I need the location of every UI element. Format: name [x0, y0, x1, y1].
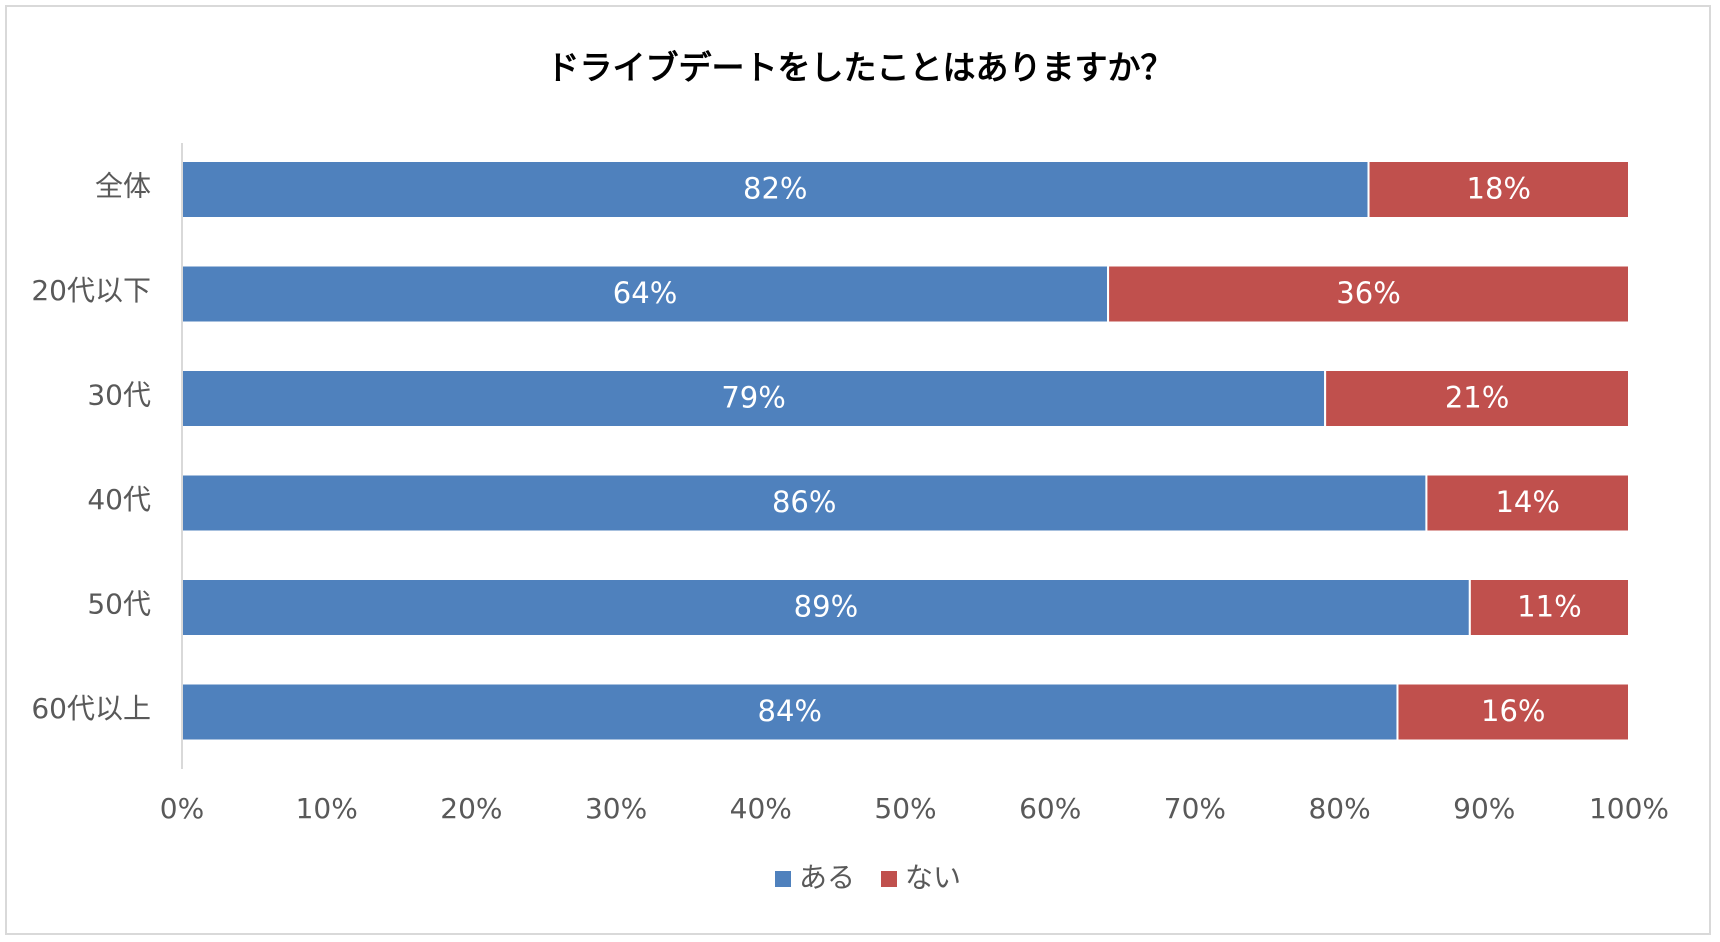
category-label: 60代以上 [31, 692, 151, 725]
bar-data-label: 84% [758, 694, 822, 728]
bar-segment-nai [1425, 473, 1631, 533]
chart-frame: ドライブデートをしたことはありますか？ 82% 18% 64% 36% 79% 21% 86… [5, 5, 1711, 935]
x-tick-label: 30% [585, 792, 647, 825]
x-tick-label: 80% [1308, 792, 1370, 825]
bar-segment-aru [181, 369, 1327, 428]
bar-data-label: 89% [794, 590, 858, 624]
bars-layer: 82% 18% 64% 36% 79% 21% 86% 14% 89% 11% 84% 16% [181, 160, 1631, 742]
chart-canvas: ドライブデートをしたことはありますか？ 82% 18% 64% 36% 79% 21% 86… [31, 48, 1669, 894]
legend-swatch-aru [775, 871, 791, 887]
bar-data-label: 82% [743, 172, 807, 206]
bar-segment-nai [1468, 578, 1630, 637]
x-tick-label: 90% [1453, 792, 1515, 825]
bar-data-label: 11% [1517, 590, 1581, 624]
bar-segment-nai [1107, 264, 1630, 324]
category-label: 30代 [87, 379, 151, 412]
x-tick-label: 10% [296, 792, 358, 825]
bar-data-label: 64% [613, 276, 677, 310]
bar-data-label: 21% [1445, 381, 1509, 415]
x-tick-label: 100% [1589, 792, 1669, 825]
category-labels: 全体 20代以下 30代 40代 50代 60代以上 [31, 170, 151, 726]
bar-data-label: 36% [1336, 276, 1400, 310]
x-tick-label: 40% [730, 792, 792, 825]
bar-segment-aru [181, 473, 1428, 533]
bar-segment-nai [1367, 160, 1631, 219]
legend-swatch-nai [881, 871, 897, 887]
bar-data-label: 18% [1467, 172, 1531, 206]
x-tick-label: 60% [1019, 792, 1081, 825]
bar-segment-aru [181, 264, 1110, 324]
bar-segment-nai [1396, 682, 1630, 742]
legend: ある ない [775, 861, 961, 894]
category-label: 20代以下 [31, 274, 151, 307]
bar-data-label: 79% [721, 381, 785, 415]
legend-label-nai: ない [905, 861, 961, 894]
bar-segment-aru [181, 160, 1370, 219]
chart-title: ドライブデートをしたことはありますか？ [547, 48, 1174, 87]
x-tick-label: 0% [160, 792, 204, 825]
bar-data-label: 86% [772, 485, 836, 519]
bar-data-label: 14% [1495, 485, 1559, 519]
x-axis-tick-labels: 0% 10% 20% 30% 40% 50% 60% 70% 80% 90% 100% [160, 792, 1669, 825]
category-label: 40代 [87, 483, 151, 516]
x-tick-label: 50% [874, 792, 936, 825]
x-tick-label: 70% [1164, 792, 1226, 825]
bar-data-label: 16% [1481, 694, 1545, 728]
category-label: 50代 [87, 588, 151, 621]
bar-segment-nai [1324, 369, 1630, 428]
x-tick-label: 20% [440, 792, 502, 825]
legend-label-aru: ある [799, 861, 855, 894]
category-label: 全体 [95, 170, 151, 203]
